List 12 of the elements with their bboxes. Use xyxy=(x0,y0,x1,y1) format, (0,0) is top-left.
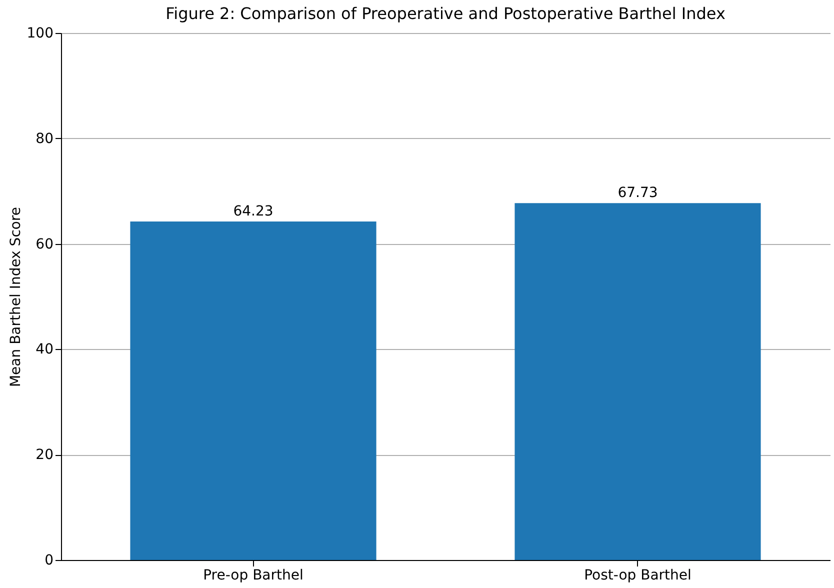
y-tick-label: 60 xyxy=(36,236,54,252)
y-tick-label: 80 xyxy=(36,130,54,147)
y-tick-label: 100 xyxy=(26,26,54,42)
chart-title: Figure 2: Comparison of Preoperative and Postoperative Barthel Index xyxy=(166,4,726,23)
data-label: 64.23 xyxy=(233,204,274,220)
x-tick-label: Pre-op Barthel xyxy=(203,568,304,584)
data-label: 67.73 xyxy=(618,185,658,202)
y-tick-label: 40 xyxy=(36,342,54,358)
y-tick-label: 0 xyxy=(44,552,54,568)
y-tick-label: 20 xyxy=(36,447,54,464)
y-axis-title: Mean Barthel Index Score xyxy=(8,206,24,388)
x-tick-label: Post-op Barthel xyxy=(584,568,692,584)
